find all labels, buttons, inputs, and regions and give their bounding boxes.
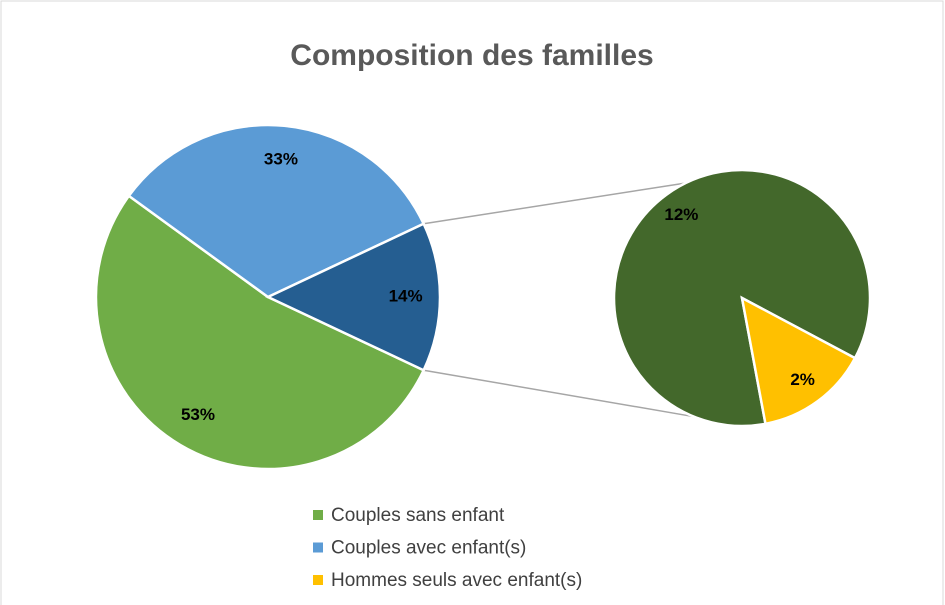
data-label: 2%	[790, 370, 815, 389]
data-label: 12%	[664, 205, 698, 224]
data-label: 53%	[181, 405, 215, 424]
legend-label: Couples sans enfant	[331, 505, 505, 526]
data-label: 33%	[264, 149, 298, 168]
legend-label: Hommes seuls avec enfant(s)	[331, 570, 582, 591]
legend-swatch	[313, 575, 323, 585]
pie-slice	[265, 222, 442, 372]
pie-slice	[94, 194, 426, 471]
connector-line	[423, 182, 687, 225]
connector-line	[423, 369, 695, 418]
legend-label: Couples avec enfant(s)	[331, 538, 526, 559]
pie-slice	[127, 123, 426, 299]
data-label: 14%	[389, 286, 423, 305]
pie-slice	[740, 295, 857, 426]
legend-swatch	[313, 542, 323, 553]
legend-swatch	[313, 510, 323, 520]
chart-title: Composition des familles	[290, 39, 653, 72]
